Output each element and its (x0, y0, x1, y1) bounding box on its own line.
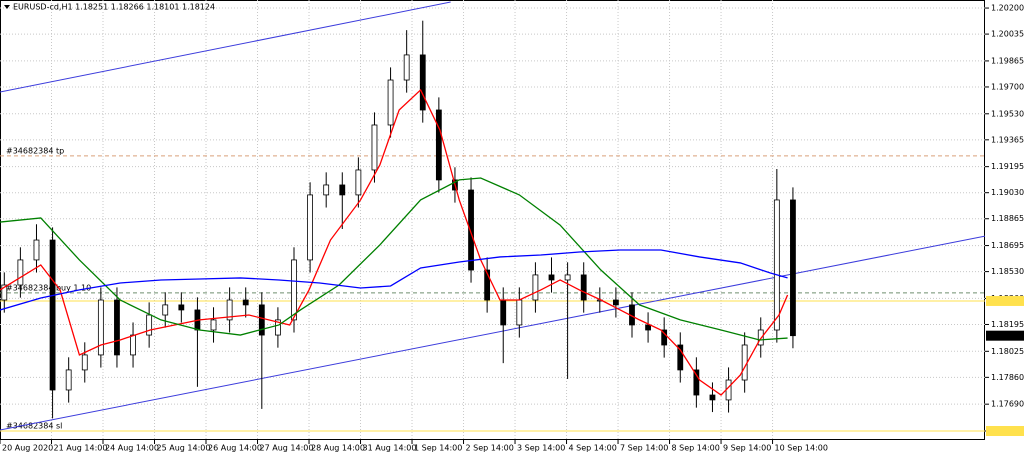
y-tick-label: 1.19195 (991, 162, 1024, 171)
price-marker (986, 426, 1024, 437)
order-level-label: #34682384 buy 1.10 (6, 283, 91, 292)
candle-body (130, 334, 136, 356)
x-tick-label: 2 Sep 14:00 (466, 444, 514, 453)
candle-body (709, 394, 716, 401)
x-tick-label: 31 Aug 14:00 (363, 444, 417, 453)
channel-line (0, 1, 451, 93)
candle-body (114, 299, 120, 356)
candle-body (790, 199, 796, 337)
moving-average (0, 88, 789, 396)
channel-line (0, 235, 986, 431)
x-tick-label: 27 Aug 14:00 (260, 444, 314, 453)
plot-frame (0, 0, 985, 440)
candle-body (371, 124, 378, 171)
candle-body (773, 199, 780, 331)
last-price-label: 1.18124 (991, 331, 1024, 340)
candle-body (81, 354, 88, 371)
x-tick-label: 8 Sep 14:00 (672, 444, 720, 453)
y-tick-label: 1.19530 (991, 109, 1024, 118)
candle-body (484, 269, 491, 301)
candle-body (612, 299, 619, 306)
y-tick-label: 1.19865 (991, 56, 1024, 65)
candle-body (33, 239, 40, 261)
price-marker (986, 295, 1024, 306)
candle-body (49, 239, 56, 391)
last-price-box (986, 330, 1024, 341)
candle-body (532, 274, 539, 301)
x-tick-label: 21 Aug 14:00 (54, 444, 108, 453)
y-tick-label: 1.20035 (991, 30, 1024, 39)
candle-body (339, 184, 346, 196)
x-tick-label: 4 Sep 14:00 (569, 444, 617, 453)
candle-body (645, 324, 651, 331)
candle-body (291, 259, 297, 321)
x-tick-label: 7 Sep 14:00 (620, 444, 668, 453)
candle-body (580, 274, 587, 301)
candle-body (564, 274, 571, 281)
x-tick-label: 26 Aug 14:00 (208, 444, 262, 453)
candle-body (677, 344, 684, 371)
candle-body (97, 299, 104, 356)
menu-arrow (4, 5, 10, 9)
candle-body (146, 314, 153, 336)
candle-body (387, 79, 394, 126)
candle-body (500, 299, 507, 326)
candle-body (323, 184, 330, 196)
candle-body (403, 54, 410, 81)
x-tick-label: 20 Aug 2020 (2, 444, 53, 453)
y-tick-label: 1.18530 (991, 267, 1024, 276)
x-tick-label: 3 Sep 14:00 (517, 444, 565, 453)
candle-body (275, 319, 281, 336)
x-tick-label: 9 Sep 14:00 (723, 444, 771, 453)
candle-body (307, 194, 313, 261)
candle-body (516, 299, 523, 326)
x-tick-label: 1 Sep 14:00 (414, 444, 462, 453)
candle-body (355, 169, 362, 196)
candle-body (661, 329, 668, 346)
x-tick-label: 28 Aug 14:00 (311, 444, 365, 453)
candle-body (419, 54, 426, 111)
moving-average (0, 177, 788, 341)
y-tick-label: 1.20200 (991, 4, 1024, 13)
axis: 1.20200 1.20035 1.19865 1.19700 1.19530 1.193… (0, 4, 1024, 453)
y-tick-label: 1.18025 (991, 347, 1024, 356)
marks: #34682384 tp #34682384 buy 1.10 #34682384 … (0, 1, 986, 432)
chart-title: EURUSD-cd,H1 1.18251 1.18266 1.18101 1.1… (13, 3, 215, 12)
y-tick-label: 1.19365 (991, 135, 1024, 144)
y-tick-label: 1.19700 (991, 82, 1024, 91)
y-tick-label: 1.19030 (991, 188, 1024, 197)
candle-body (162, 304, 169, 316)
candle-body (741, 344, 748, 381)
candle-body (693, 369, 700, 396)
candle-body (435, 109, 442, 181)
candle-body (17, 259, 24, 286)
candle-body (210, 319, 217, 331)
candle-body (65, 369, 72, 391)
candle-body (468, 189, 474, 271)
x-tick-label: 10 Sep 14:00 (775, 444, 828, 453)
candle-body (258, 304, 265, 336)
moving-average (0, 249, 788, 311)
candle-body (226, 299, 233, 321)
y-tick-label: 1.17690 (991, 400, 1024, 409)
y-tick-label: 1.17860 (991, 373, 1024, 382)
y-tick-label: 1.18195 (991, 320, 1024, 329)
order-level-label: #34682384 tp (6, 146, 64, 155)
candle-body (178, 304, 185, 311)
candle-body (1, 284, 8, 301)
y-tick-label: 1.18865 (991, 214, 1024, 223)
candle-body (548, 274, 555, 281)
order-level-label: #34682384 sl (6, 422, 62, 431)
x-tick-label: 24 Aug 14:00 (105, 444, 159, 453)
y-tick-label: 1.18695 (991, 241, 1024, 250)
candle-body (242, 299, 249, 306)
x-tick-label: 25 Aug 14:00 (157, 444, 211, 453)
